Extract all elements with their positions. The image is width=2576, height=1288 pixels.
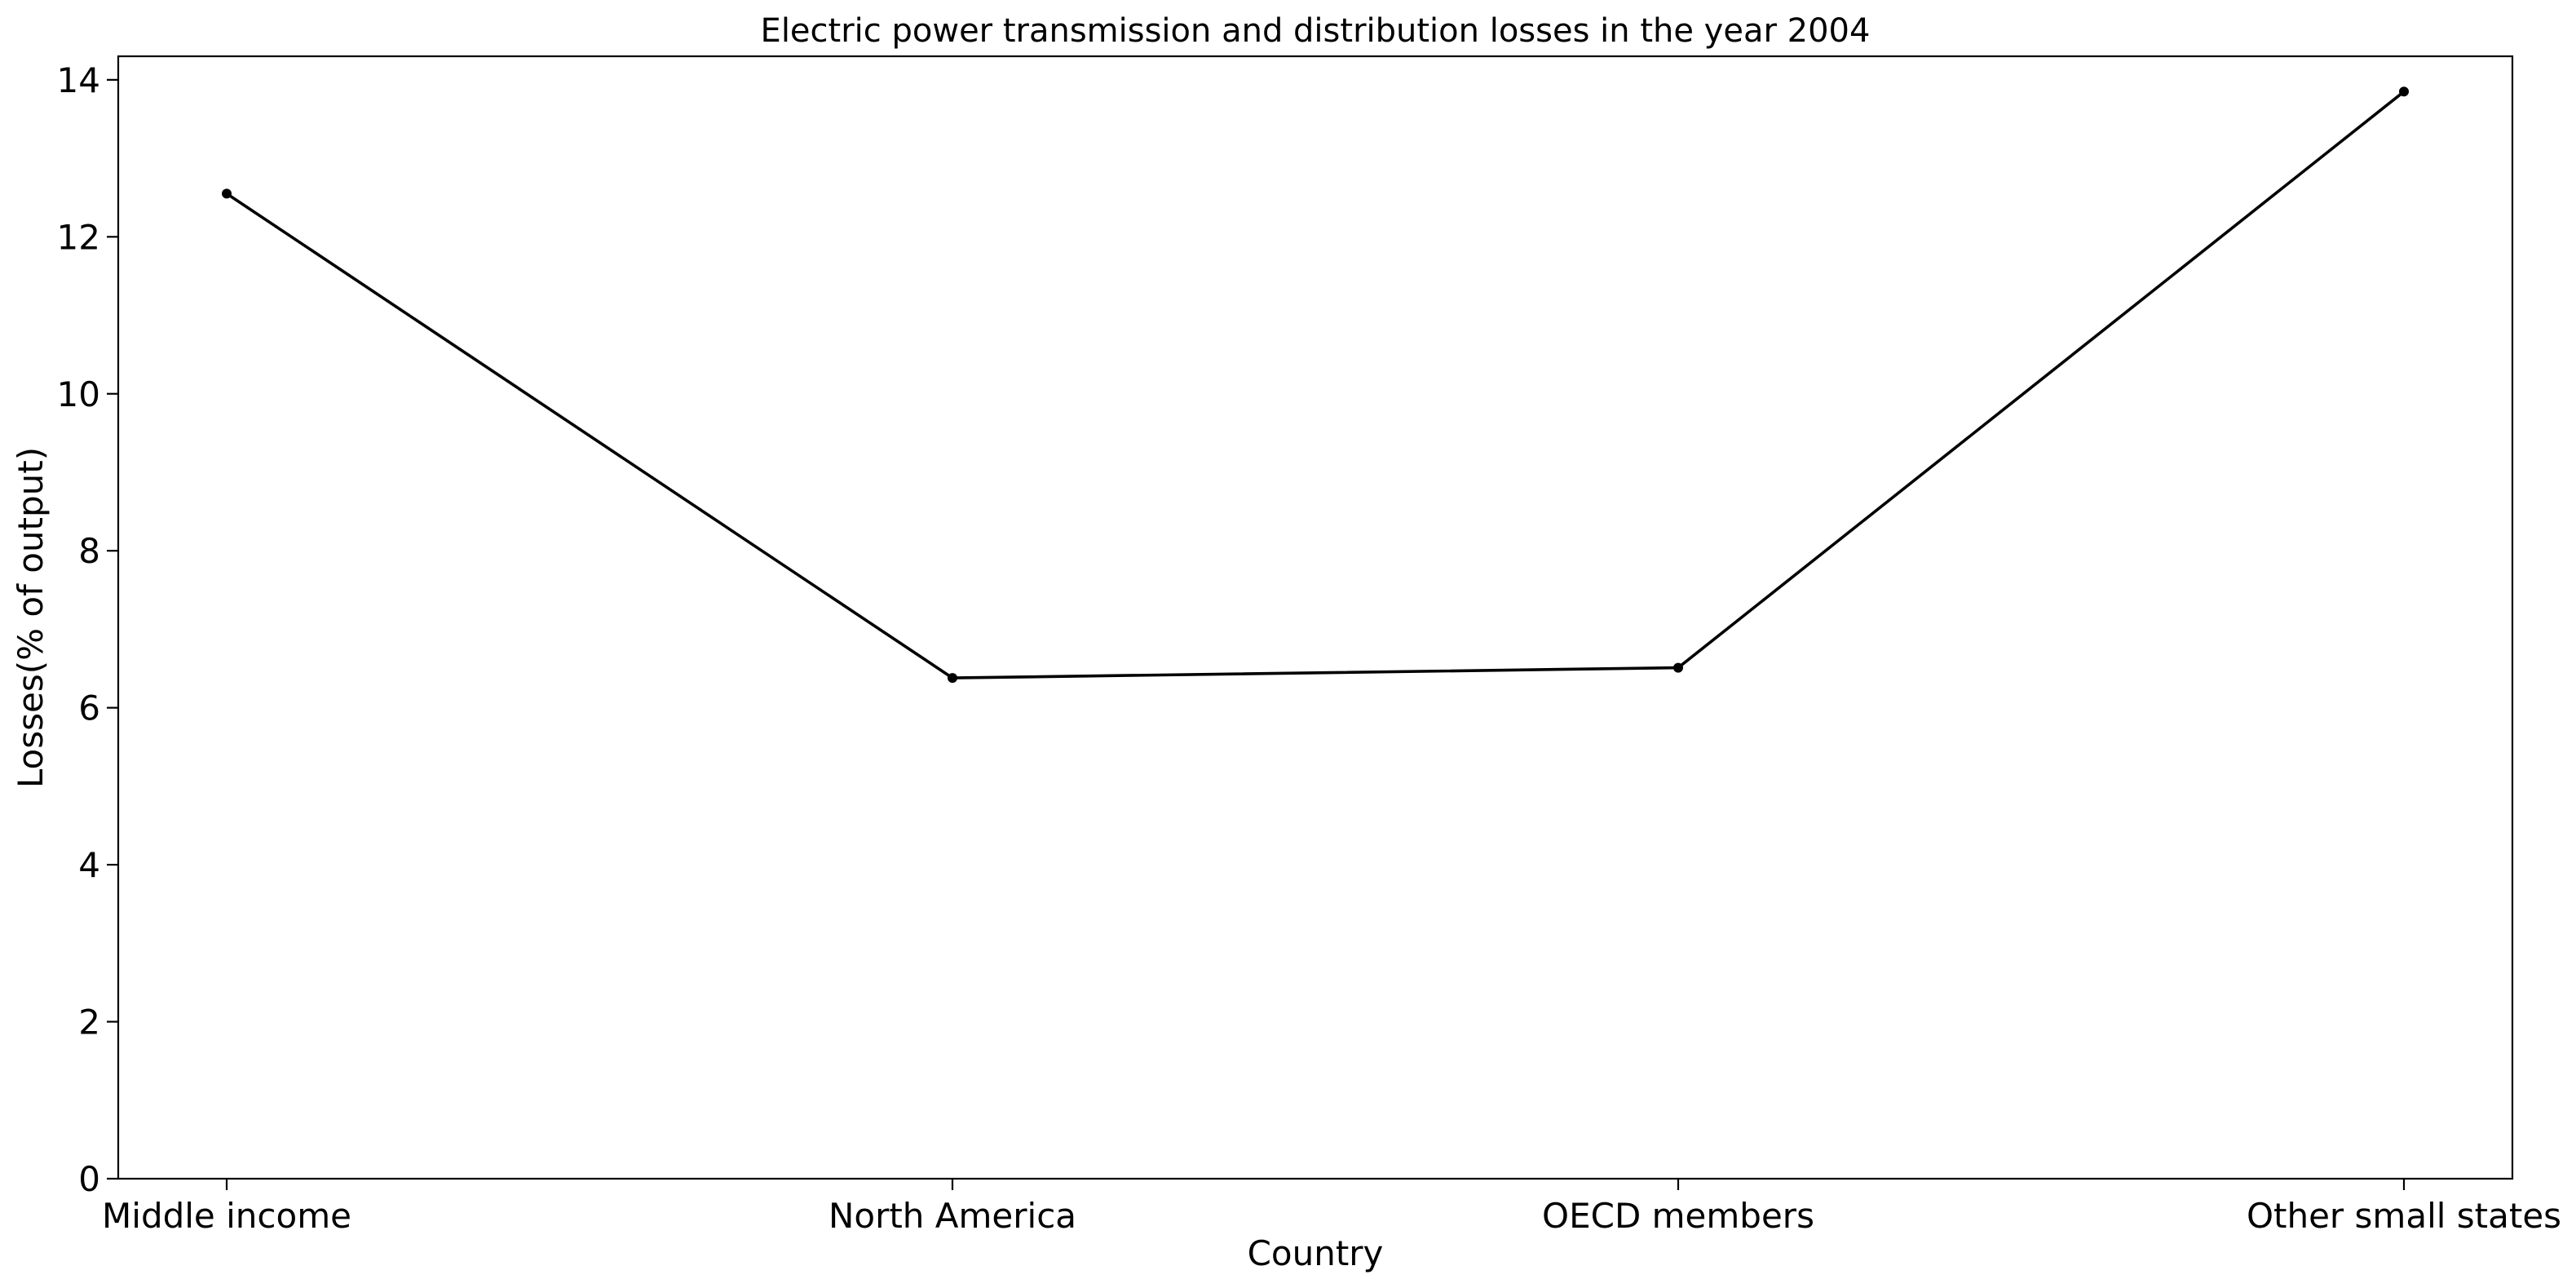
chart-title: Electric power transmission and distribu… <box>761 12 1871 50</box>
series-line <box>225 90 2406 679</box>
data-point <box>948 673 957 684</box>
y-tick-label: 2 <box>78 1003 100 1042</box>
y-tick-label: 6 <box>78 688 100 728</box>
y-tick-label: 4 <box>78 845 100 885</box>
x-axis: Middle income North America OECD members Ot… <box>102 1179 2561 1236</box>
data-point <box>2399 86 2409 97</box>
x-tick-label: North America <box>828 1196 1076 1236</box>
y-tick-label: 10 <box>57 374 100 414</box>
y-tick-label: 8 <box>78 531 100 571</box>
x-tick-label: Other small states <box>2247 1196 2561 1236</box>
y-axis-label: Losses(% of output) <box>11 447 51 788</box>
y-tick-label: 14 <box>57 60 100 100</box>
data-point <box>1673 662 1683 673</box>
plot-area <box>222 86 2409 684</box>
y-axis: 0 2 4 6 8 10 12 14 <box>57 60 118 1199</box>
x-axis-label: Country <box>1248 1233 1384 1273</box>
x-tick-label: Middle income <box>102 1196 351 1236</box>
y-tick-label: 0 <box>78 1159 100 1199</box>
y-tick-label: 12 <box>57 217 100 257</box>
x-tick-label: OECD members <box>1542 1196 1814 1236</box>
data-point <box>222 188 232 199</box>
plot-frame <box>117 55 2514 1180</box>
